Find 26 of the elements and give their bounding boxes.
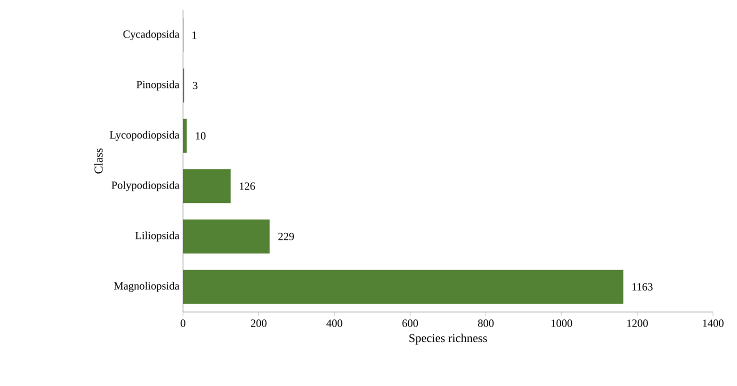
bar [183,220,270,254]
x-tick-label: 1400 [703,320,724,327]
x-axis-title: Species richness [409,334,487,345]
x-tick-label: 0 [180,320,186,327]
data-label: 126 [240,182,256,190]
x-tick-label: 400 [326,320,342,327]
x-tick-label: 600 [402,320,418,327]
data-label: 229 [278,232,294,240]
x-tick-label: 1000 [552,320,572,327]
bar [183,118,187,153]
x-tick-label: 200 [250,320,267,327]
data-label: 1163 [632,283,653,291]
data-label: 1 [192,32,196,39]
y-tick-label: Cycadopsida [123,30,180,40]
x-tick-label: 1200 [627,320,648,327]
y-axis-title: Class [94,148,103,174]
y-tick-label: Lycopodiopsida [110,130,180,141]
x-tick-label: 800 [478,320,494,327]
data-label: 3 [192,82,198,90]
data-label: 10 [196,132,206,140]
y-tick-label: Polypodiopsida [112,181,180,192]
bar [183,169,231,204]
y-tick-label: Pinopsida [136,80,180,90]
y-tick-label: Magnoliopsida [114,282,180,292]
bar [183,270,624,304]
y-tick-label: Liliopsida [135,232,180,242]
